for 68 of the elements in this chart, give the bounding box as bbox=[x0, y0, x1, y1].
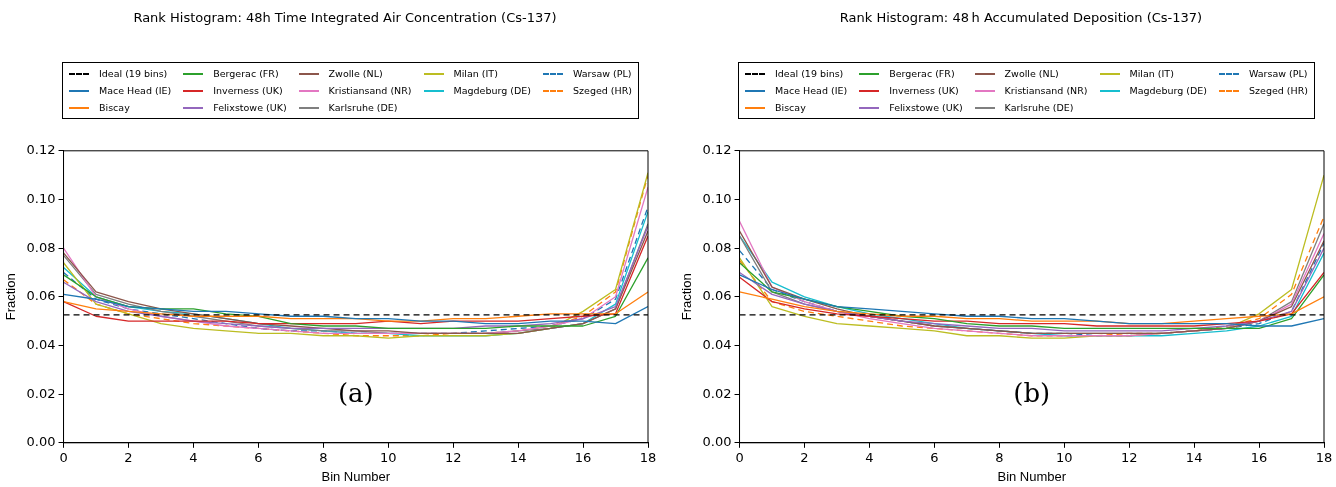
chart-title: Rank Histogram: 48h Time Integrated Air Concentration (Cs-137) bbox=[132, 10, 558, 25]
x-tick-label: 14 bbox=[509, 449, 527, 465]
x-tick-label: 6 bbox=[930, 449, 939, 465]
x-tick-label: 18 bbox=[1315, 449, 1333, 465]
legend-label: Mace Head (IE) bbox=[775, 85, 848, 96]
y-tick-label: 0.04 bbox=[702, 336, 732, 352]
x-tick-label: 0 bbox=[59, 449, 68, 465]
y-tick-label: 0.10 bbox=[26, 190, 56, 206]
y-tick-label: 0.12 bbox=[702, 142, 732, 158]
y-tick-label: 0.04 bbox=[26, 336, 56, 352]
legend-label: Biscay bbox=[99, 102, 130, 113]
x-tick-label: 12 bbox=[1120, 449, 1138, 465]
x-tick-label: 10 bbox=[1055, 449, 1073, 465]
x-tick-label: 18 bbox=[639, 449, 657, 465]
legend-label: Kristiansand (NR) bbox=[1004, 85, 1088, 96]
legend-label: Karlsruhe (DE) bbox=[1004, 102, 1074, 113]
x-tick-label: 12 bbox=[444, 449, 462, 465]
legend-label: Milan (IT) bbox=[453, 68, 498, 79]
x-tick-label: 0 bbox=[735, 449, 744, 465]
legend-label: Warsaw (PL) bbox=[573, 68, 632, 79]
legend-label: Magdeburg (DE) bbox=[453, 85, 532, 96]
legend-label: Inverness (UK) bbox=[889, 85, 959, 96]
legend-label: Felixstowe (UK) bbox=[889, 102, 963, 113]
legend-label: Mace Head (IE) bbox=[99, 85, 172, 96]
legend-label: Ideal (19 bins) bbox=[775, 68, 844, 79]
x-tick-label: 6 bbox=[254, 449, 263, 465]
x-axis-title: Bin Number bbox=[997, 468, 1067, 484]
legend-label: Zwolle (NL) bbox=[1004, 68, 1059, 79]
legend-label: Warsaw (PL) bbox=[1249, 68, 1308, 79]
x-tick-label: 2 bbox=[800, 449, 809, 465]
x-tick-label: 4 bbox=[865, 449, 874, 465]
x-tick-label: 2 bbox=[124, 449, 133, 465]
legend-label: Inverness (UK) bbox=[213, 85, 283, 96]
y-tick-label: 0.08 bbox=[26, 239, 56, 255]
x-tick-label: 16 bbox=[1250, 449, 1268, 465]
y-tick-label: 0.06 bbox=[26, 288, 56, 304]
legend-label: Magdeburg (DE) bbox=[1129, 85, 1208, 96]
legend-label: Karlsruhe (DE) bbox=[328, 102, 398, 113]
legend-label: Bergerac (FR) bbox=[889, 68, 955, 79]
x-tick-label: 4 bbox=[189, 449, 198, 465]
x-tick-label: 8 bbox=[319, 449, 328, 465]
legend-label: Milan (IT) bbox=[1129, 68, 1174, 79]
y-tick-label: 0.02 bbox=[26, 385, 56, 401]
x-tick-label: 8 bbox=[995, 449, 1004, 465]
legend-label: Zwolle (NL) bbox=[328, 68, 383, 79]
legend-label: Felixstowe (UK) bbox=[213, 102, 287, 113]
y-axis-title: Fraction bbox=[3, 273, 19, 321]
y-tick-label: 0.06 bbox=[702, 288, 732, 304]
x-tick-label: 14 bbox=[1185, 449, 1203, 465]
y-tick-label: 0.00 bbox=[702, 434, 732, 450]
legend-label: Bergerac (FR) bbox=[213, 68, 279, 79]
y-axis-title: Fraction bbox=[679, 273, 695, 321]
x-axis-title: Bin Number bbox=[321, 468, 391, 484]
y-tick-label: 0.02 bbox=[702, 385, 732, 401]
annotation: (a) bbox=[337, 377, 374, 408]
x-tick-label: 10 bbox=[379, 449, 397, 465]
y-tick-label: 0.00 bbox=[26, 434, 56, 450]
y-tick-label: 0.08 bbox=[702, 239, 732, 255]
legend-label: Szeged (HR) bbox=[573, 85, 632, 96]
annotation: (b) bbox=[1013, 377, 1051, 408]
y-tick-label: 0.10 bbox=[702, 190, 732, 206]
legend-label: Szeged (HR) bbox=[1249, 85, 1308, 96]
legend-label: Kristiansand (NR) bbox=[328, 85, 412, 96]
y-tick-label: 0.12 bbox=[26, 142, 56, 158]
legend-label: Ideal (19 bins) bbox=[99, 68, 168, 79]
x-tick-label: 16 bbox=[574, 449, 592, 465]
chart-title: Rank Histogram: 48 h Accumulated Deposition (Cs-137) bbox=[838, 10, 1204, 25]
legend-label: Biscay bbox=[775, 102, 806, 113]
